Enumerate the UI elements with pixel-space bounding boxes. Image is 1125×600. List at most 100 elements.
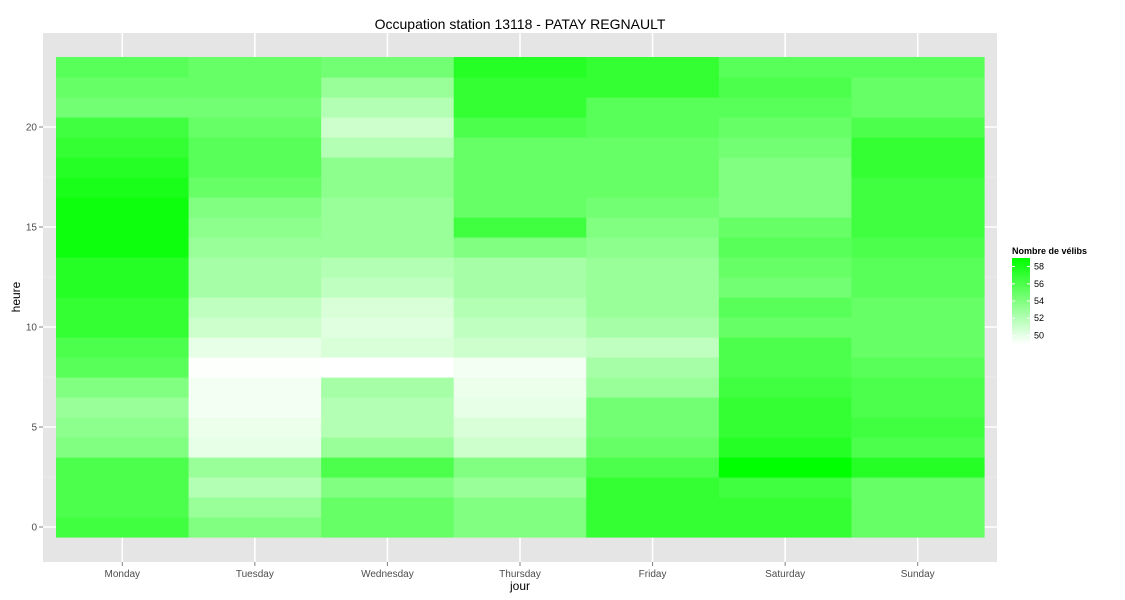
heatmap-cell — [453, 517, 587, 538]
heatmap-cell — [56, 237, 190, 258]
heatmap-cell — [718, 397, 853, 418]
heatmap-cell — [188, 517, 322, 538]
heatmap-cell — [586, 157, 720, 178]
heatmap-cell — [851, 257, 985, 278]
heatmap-cell — [56, 497, 190, 518]
legend-label: 50 — [1034, 330, 1044, 340]
heatmap-cell — [718, 317, 853, 338]
heatmap-cell — [188, 217, 322, 238]
x-tick-label: Saturday — [765, 569, 805, 580]
heatmap-cell — [851, 117, 985, 138]
heatmap-cell — [851, 397, 985, 418]
heatmap-cell — [188, 117, 322, 138]
y-tick-label: 15 — [26, 223, 38, 234]
heatmap-cell — [56, 337, 190, 358]
heatmap-cell — [188, 377, 322, 398]
heatmap-cell — [586, 117, 720, 138]
heatmap-cell — [321, 137, 455, 158]
heatmap-cell — [56, 217, 190, 238]
y-axis-title: heure — [9, 281, 23, 312]
heatmap-cell — [718, 237, 853, 258]
heatmap-cell — [56, 277, 190, 298]
heatmap-cell — [718, 177, 853, 198]
heatmap-cell — [718, 117, 853, 138]
heatmap-cell — [718, 337, 853, 358]
heatmap-cell — [586, 437, 720, 458]
y-tick-label: 0 — [31, 523, 37, 534]
x-axis-title: jour — [509, 579, 530, 593]
heatmap-cell — [188, 77, 322, 98]
legend-ticks: 58 56 54 52 50 — [1012, 262, 1044, 340]
heatmap-cell — [718, 297, 853, 318]
heatmap-cell — [851, 197, 985, 218]
x-tick-label: Wednesday — [361, 569, 414, 580]
heatmap-cell — [851, 457, 985, 478]
heatmap-cell — [321, 97, 455, 118]
heatmap-cell — [718, 277, 853, 298]
heatmap-cell — [56, 257, 190, 278]
heatmap-cell — [188, 257, 322, 278]
heatmap-cell — [851, 377, 985, 398]
heatmap-cell — [718, 437, 853, 458]
heatmap-cell — [586, 457, 720, 478]
heatmap-cell — [321, 357, 455, 378]
heatmap-cell — [188, 457, 322, 478]
heatmap-cell — [586, 317, 720, 338]
heatmap-cell — [586, 397, 720, 418]
heatmap-cell — [188, 297, 322, 318]
legend-label: 58 — [1034, 262, 1044, 272]
heatmap-cell — [321, 517, 455, 538]
heatmap-cell — [321, 457, 455, 478]
heatmap-cell — [851, 357, 985, 378]
heatmap-cell — [453, 457, 587, 478]
heatmap-cell — [453, 57, 587, 78]
heatmap-cell — [586, 257, 720, 278]
heatmap-cell — [453, 497, 587, 518]
heatmap-cell — [321, 57, 455, 78]
heatmap-cell — [453, 217, 587, 238]
heatmap-cell — [188, 57, 322, 78]
heatmap-cell — [188, 97, 322, 118]
heatmap-cell — [321, 277, 455, 298]
heatmap-cell — [453, 257, 587, 278]
heatmap-cell — [188, 397, 322, 418]
heatmap-cell — [188, 157, 322, 178]
heatmap-cell — [851, 317, 985, 338]
heatmap-cell — [453, 417, 587, 438]
y-axis: 0 5 10 15 20 — [26, 123, 43, 534]
heatmap-cell — [851, 157, 985, 178]
heatmap-cell — [586, 477, 720, 498]
heatmap-cell — [453, 337, 587, 358]
heatmap-cell — [718, 137, 853, 158]
heatmap-cell — [586, 197, 720, 218]
heatmap-cell — [56, 437, 190, 458]
heatmap-cell — [453, 377, 587, 398]
heatmap-cell — [586, 377, 720, 398]
chart-title: Occupation station 13118 - PATAY REGNAUL… — [375, 16, 666, 32]
heatmap-cell — [321, 297, 455, 318]
heatmap-cell — [56, 57, 190, 78]
heatmap-cell — [453, 397, 587, 418]
heatmap-cell — [321, 397, 455, 418]
heatmap-cell — [851, 517, 985, 538]
x-tick-label: Sunday — [901, 569, 935, 580]
legend-title: Nombre de vélibs — [1012, 246, 1087, 256]
heatmap-cell — [851, 77, 985, 98]
heatmap-cell — [718, 57, 853, 78]
heatmap-cell — [56, 317, 190, 338]
y-tick-label: 20 — [26, 123, 38, 134]
heatmap-cell — [56, 137, 190, 158]
heatmap-cell — [718, 457, 853, 478]
heatmap-cell — [188, 177, 322, 198]
heatmap-cell — [718, 217, 853, 238]
heatmap-cell — [56, 97, 190, 118]
heatmap-cell — [586, 97, 720, 118]
heatmap-cell — [718, 257, 853, 278]
heatmap-cell — [718, 377, 853, 398]
heatmap-cell — [56, 357, 190, 378]
heatmap-cell — [453, 117, 587, 138]
heatmap-cell — [851, 177, 985, 198]
heatmap-cell — [188, 317, 322, 338]
heatmap-cell — [56, 477, 190, 498]
